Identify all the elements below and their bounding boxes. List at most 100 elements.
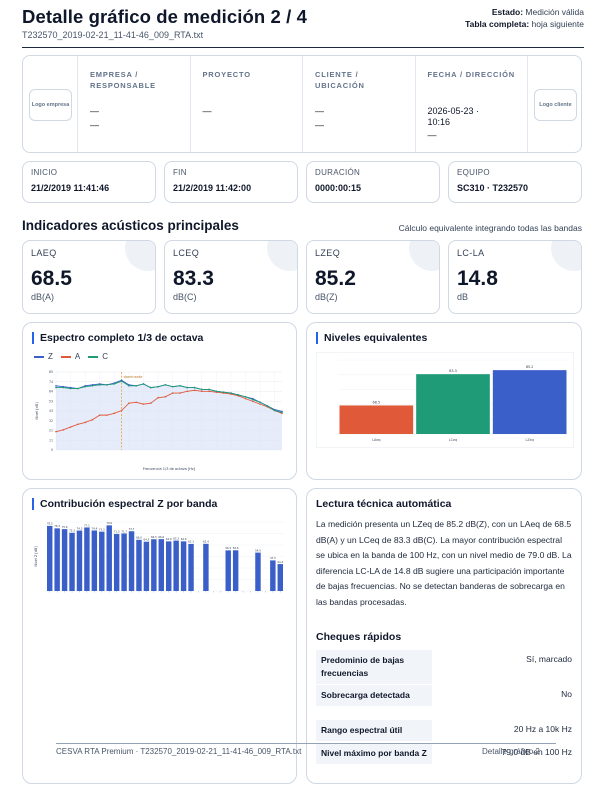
legend-label: C bbox=[102, 352, 109, 361]
band-bar bbox=[61, 529, 68, 591]
identity-label: CLIENTE / UBICACIÓN bbox=[315, 70, 365, 90]
kpi-laeq: LAEQ 68.5 dB(A) bbox=[22, 240, 156, 314]
kpi-label: LAEQ bbox=[31, 248, 57, 258]
footer-divider bbox=[56, 743, 556, 744]
identity-label: PROYECTO bbox=[202, 70, 251, 79]
data-point bbox=[281, 411, 283, 414]
info-label: EQUIPO bbox=[457, 168, 490, 177]
band-bar bbox=[113, 533, 120, 591]
info-label: FIN bbox=[173, 168, 187, 177]
category-label: LCeq bbox=[449, 438, 458, 442]
data-point bbox=[252, 400, 254, 403]
identity-value: — bbox=[90, 106, 99, 116]
data-point bbox=[84, 421, 86, 424]
y-tick-label: 74 bbox=[49, 380, 53, 384]
equiv-chart: 68.5 LAeq 83.3 LCeq 85.2 LZeq bbox=[316, 352, 574, 448]
series-line-a bbox=[55, 389, 283, 433]
data-point bbox=[120, 380, 123, 382]
bar-value-label: 56.6 bbox=[233, 546, 239, 550]
y-tick-label: 53 bbox=[49, 399, 53, 403]
y-axis-label: Nivel [dB] bbox=[35, 402, 39, 420]
data-point bbox=[77, 423, 79, 426]
data-point bbox=[157, 396, 159, 399]
data-point bbox=[208, 390, 210, 393]
spectrum-title: Espectro completo 1/3 de octava bbox=[32, 332, 203, 344]
data-point bbox=[186, 390, 189, 393]
info-value: 21/2/2019 11:41:46 bbox=[31, 183, 110, 193]
data-point bbox=[259, 403, 261, 405]
data-point bbox=[222, 391, 225, 393]
data-point bbox=[91, 418, 94, 421]
indicators-title: Indicadores acústicos principales bbox=[22, 218, 239, 233]
bar-value-label: 71.7 bbox=[121, 529, 127, 533]
identity-value: — bbox=[202, 106, 212, 116]
data-point bbox=[201, 388, 203, 391]
data-point bbox=[62, 429, 65, 431]
check-value: Sí, marcado bbox=[526, 654, 572, 664]
data-point bbox=[84, 385, 86, 388]
bar-value-label: 65.3 bbox=[173, 536, 179, 540]
bar-value-label: 85.2 bbox=[526, 365, 534, 369]
band-bar bbox=[128, 531, 135, 591]
identity-label: EMPRESA / RESPONSABLE bbox=[90, 70, 156, 90]
band-bar bbox=[180, 541, 187, 591]
bar-value-label: 47.5 bbox=[270, 556, 276, 560]
identity-value: — bbox=[427, 130, 437, 140]
table-value: hoja siguiente bbox=[531, 19, 584, 29]
data-point bbox=[244, 395, 247, 398]
y-tick-label: 43 bbox=[49, 409, 53, 413]
band-bar bbox=[151, 539, 157, 591]
check-row: Predominio de bajas frecuencias Sí, marc… bbox=[316, 650, 572, 684]
info-value: 0000:00:15 bbox=[315, 183, 362, 193]
bar-value-label: 76.3 bbox=[54, 524, 60, 528]
data-point bbox=[244, 397, 247, 400]
reading-title: Lectura técnica automática bbox=[316, 498, 452, 510]
status-value: Medición válida bbox=[525, 7, 584, 17]
footer-left: CESVA RTA Premium · T232570_2019-02-21_1… bbox=[56, 747, 302, 756]
status-label: Estado: bbox=[491, 7, 524, 17]
data-point bbox=[120, 409, 123, 412]
status-block: Estado: Medición válida Tabla completa: … bbox=[465, 6, 584, 30]
spectrum-panel: Espectro completo 1/3 de octava Z A C do… bbox=[22, 322, 297, 480]
data-point bbox=[135, 401, 137, 404]
data-point bbox=[230, 392, 232, 394]
data-point bbox=[273, 409, 276, 412]
identity-project: PROYECTO — bbox=[189, 56, 303, 152]
data-point bbox=[142, 383, 145, 385]
kpi-unit: dB(A) bbox=[31, 292, 55, 302]
kpi-value: 14.8 bbox=[457, 267, 498, 290]
band-bar bbox=[143, 541, 150, 591]
kpi-label: LCEQ bbox=[173, 248, 200, 258]
data-point bbox=[62, 386, 65, 389]
data-point bbox=[179, 392, 181, 394]
check-key: Rango espectral útil bbox=[316, 720, 432, 741]
band-bar bbox=[158, 539, 164, 591]
bar-value-label: 78.5 bbox=[47, 522, 53, 526]
data-point bbox=[142, 403, 145, 405]
info-end: FIN 21/2/2019 11:42:00 bbox=[164, 161, 298, 203]
data-point bbox=[113, 412, 116, 415]
logo-left-cell: Logo empresa bbox=[23, 56, 77, 152]
identity-date: FECHA / DIRECCIÓN 2026-05-23 · 10:16 — bbox=[414, 56, 528, 152]
band-bar bbox=[255, 552, 261, 591]
data-point bbox=[252, 398, 254, 401]
category-label: LAeq bbox=[372, 438, 380, 442]
kpi-lzeq: LZEQ 85.2 dB(Z) bbox=[306, 240, 440, 314]
info-label: INICIO bbox=[31, 168, 58, 177]
kpi-label: LC-LA bbox=[457, 248, 485, 258]
contrib-title: Contribución espectral Z por banda bbox=[32, 498, 217, 510]
page-header: Detalle gráfico de medición 2 / 4 T23257… bbox=[22, 6, 584, 48]
bar-value-label: 64.6 bbox=[181, 537, 187, 541]
company-logo: Logo empresa bbox=[29, 89, 72, 121]
data-point bbox=[106, 384, 108, 386]
legend-label: A bbox=[74, 352, 81, 361]
band-bar bbox=[106, 525, 112, 591]
bar-value-label: 64.6 bbox=[166, 537, 172, 541]
band-bar bbox=[91, 530, 98, 591]
reading-text: La medición presenta un LZeq de 85.2 dB(… bbox=[316, 519, 572, 607]
bar-value-label: 72.3 bbox=[69, 529, 75, 533]
bar-value-label: 73.3 bbox=[99, 527, 105, 531]
data-point bbox=[135, 384, 137, 387]
equiv-title: Niveles equivalentes bbox=[316, 332, 427, 344]
data-point bbox=[69, 387, 72, 390]
